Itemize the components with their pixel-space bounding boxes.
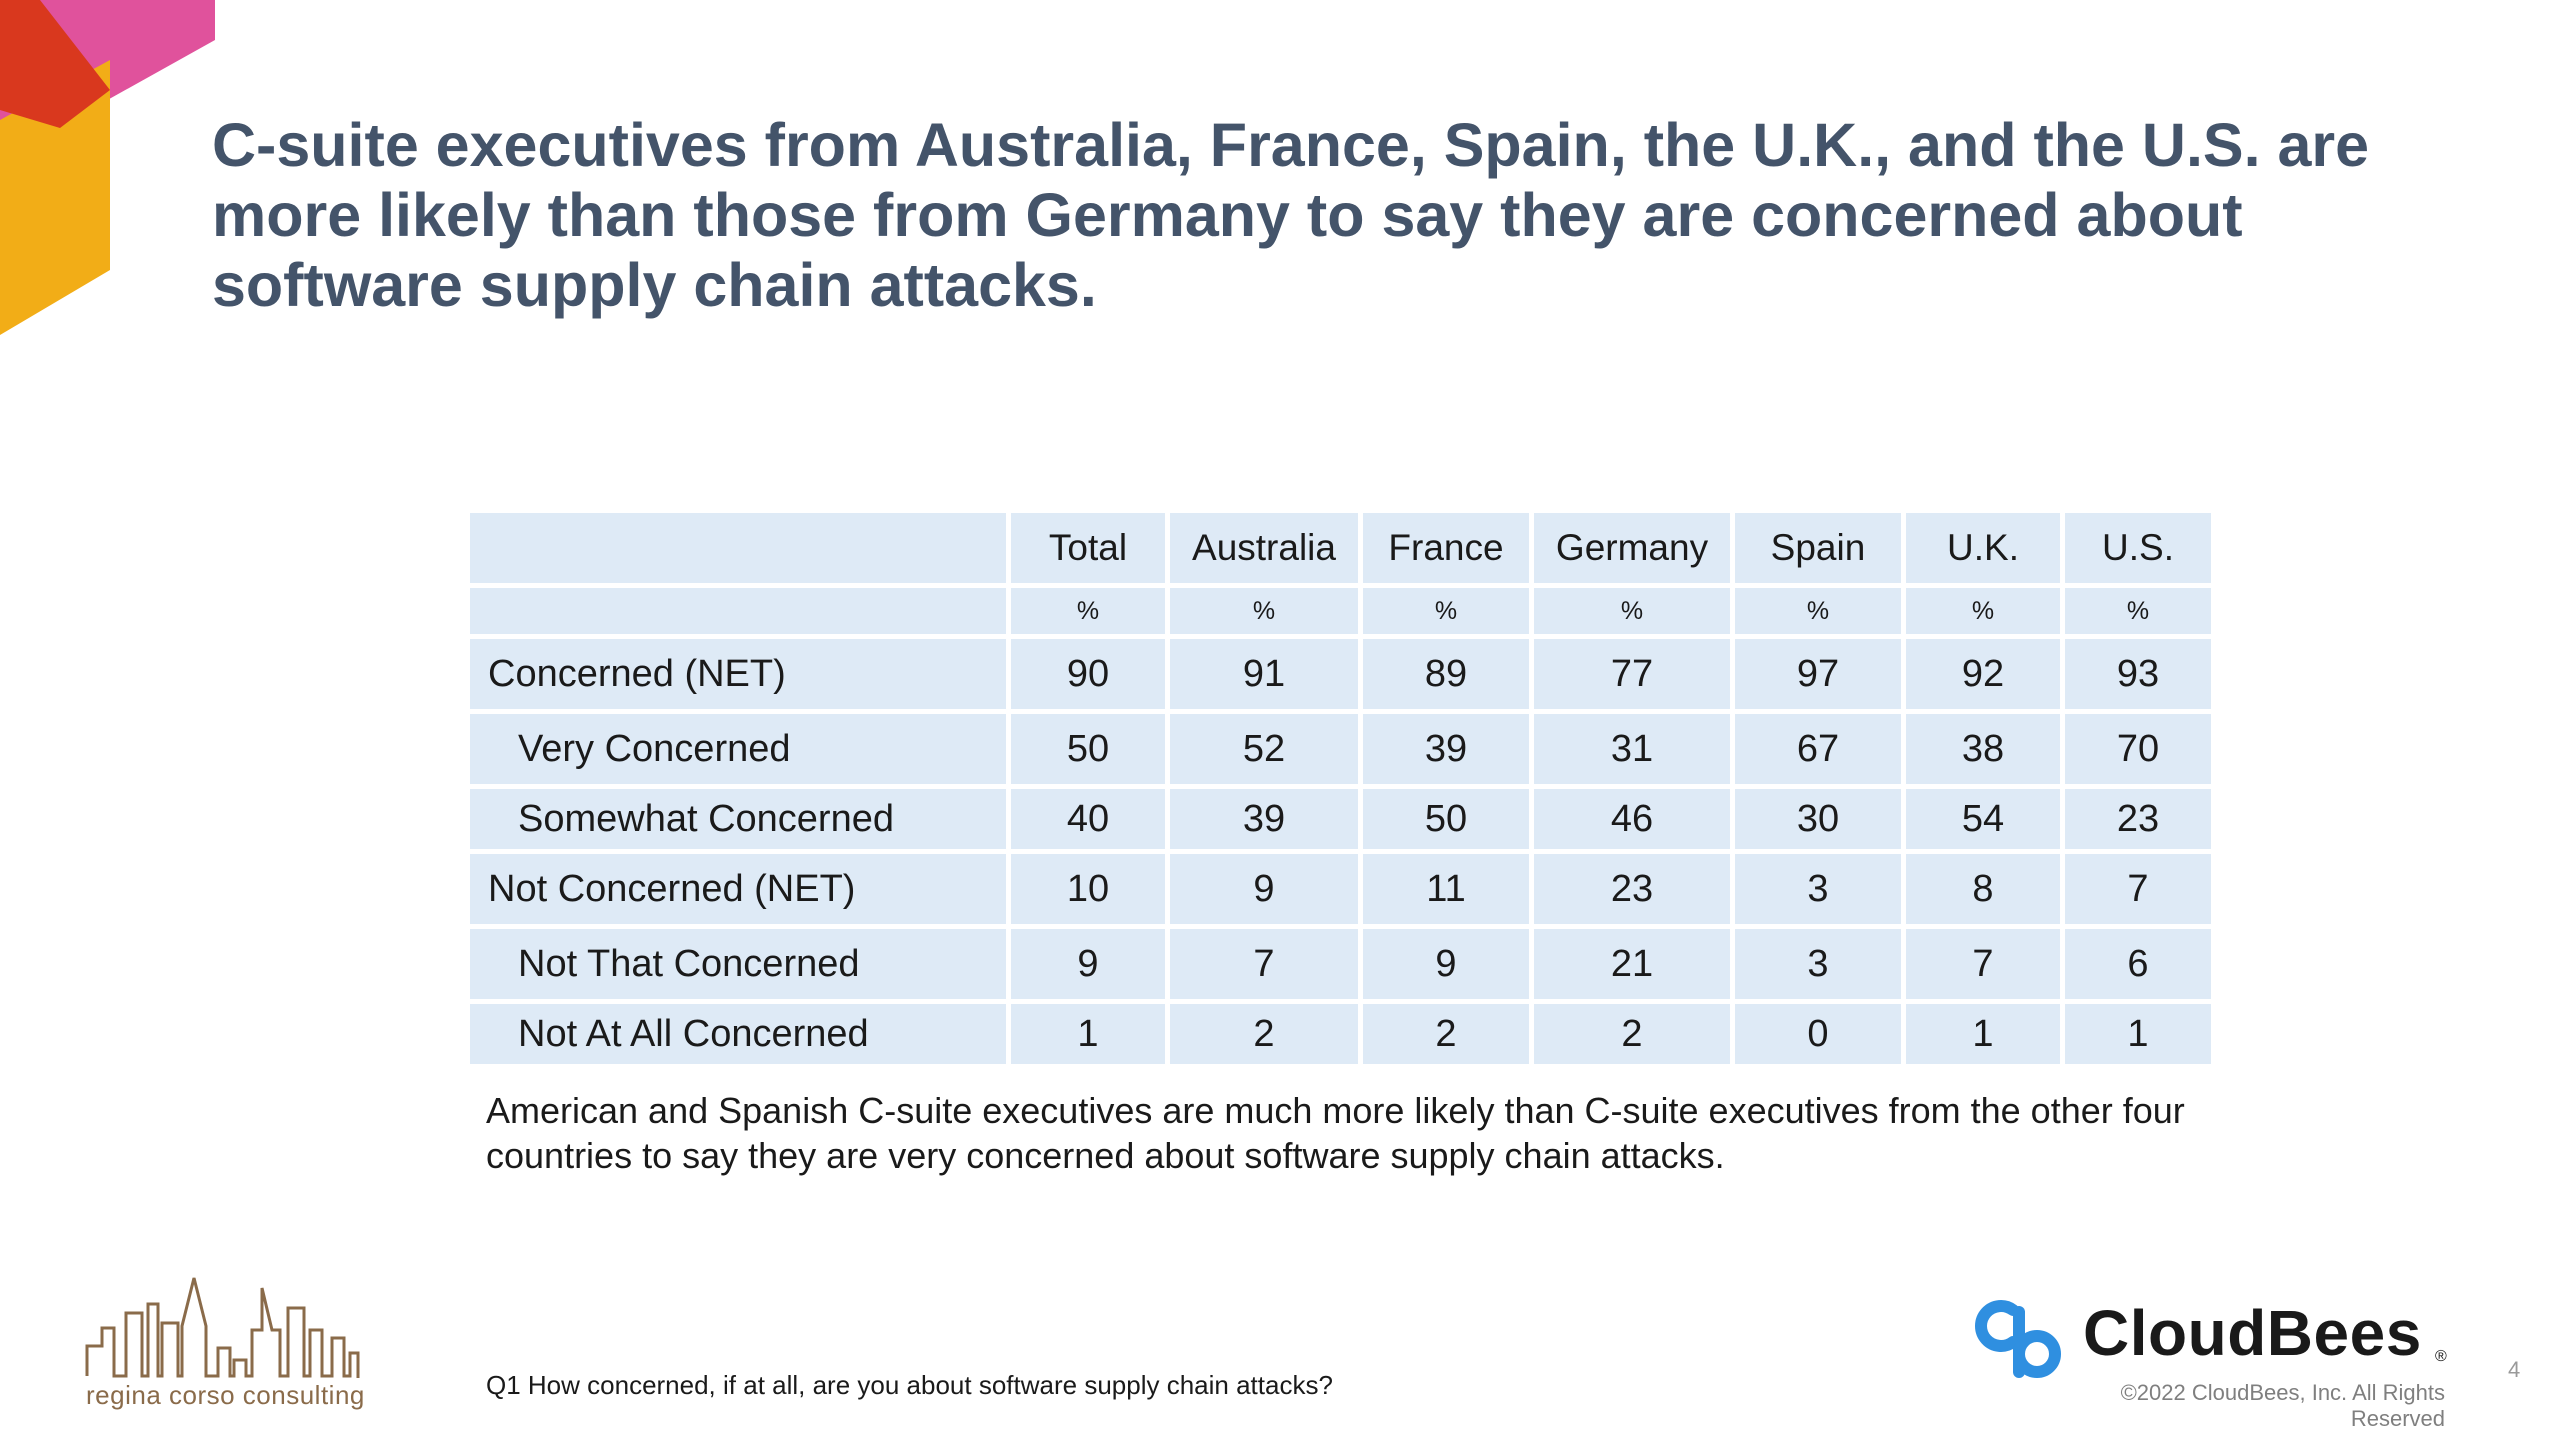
- column-header: Australia: [1170, 513, 1358, 583]
- regina-corso-brand-text: regina corso consulting: [86, 1380, 365, 1410]
- registered-mark: ®: [2435, 1348, 2447, 1365]
- value-cell: 1: [1906, 1004, 2060, 1064]
- value-cell: 31: [1534, 714, 1730, 784]
- table-header-row: Total Australia France Germany Spain U.K…: [470, 513, 2211, 583]
- table-row: Not That Concerned 9 7 9 21 3 7 6: [470, 929, 2211, 999]
- table-row: Somewhat Concerned 40 39 50 46 30 54 23: [470, 789, 2211, 849]
- unit-cell: %: [1735, 588, 1901, 634]
- cloudbees-wordmark: CloudBees: [2083, 1297, 2422, 1369]
- value-cell: 39: [1170, 789, 1358, 849]
- cloudbees-logo-icon: [1975, 1300, 2061, 1378]
- value-cell: 92: [1906, 639, 2060, 709]
- row-label: Not That Concerned: [470, 929, 1006, 999]
- table-row: Not Concerned (NET) 10 9 11 23 3 8 7: [470, 854, 2211, 924]
- corner-decoration: [0, 0, 215, 335]
- value-cell: 9: [1170, 854, 1358, 924]
- unit-cell: %: [1906, 588, 2060, 634]
- column-header: U.K.: [1906, 513, 2060, 583]
- value-cell: 91: [1170, 639, 1358, 709]
- value-cell: 1: [2065, 1004, 2211, 1064]
- skyline-logo-icon: [85, 1277, 360, 1378]
- value-cell: 40: [1011, 789, 1165, 849]
- value-cell: 54: [1906, 789, 2060, 849]
- value-cell: 52: [1170, 714, 1358, 784]
- value-cell: 7: [1906, 929, 2060, 999]
- slide-title: C-suite executives from Australia, Franc…: [212, 111, 2370, 319]
- column-header: France: [1363, 513, 1529, 583]
- value-cell: 89: [1363, 639, 1529, 709]
- value-cell: 21: [1534, 929, 1730, 999]
- page-number: 4: [2508, 1357, 2521, 1382]
- row-label: Not At All Concerned: [470, 1004, 1006, 1064]
- value-cell: 50: [1363, 789, 1529, 849]
- value-cell: 70: [2065, 714, 2211, 784]
- value-cell: 2: [1534, 1004, 1730, 1064]
- column-header: Total: [1011, 513, 1165, 583]
- value-cell: 6: [2065, 929, 2211, 999]
- value-cell: 97: [1735, 639, 1901, 709]
- value-cell: 50: [1011, 714, 1165, 784]
- value-cell: 8: [1906, 854, 2060, 924]
- value-cell: 1: [1011, 1004, 1165, 1064]
- row-label: Somewhat Concerned: [470, 789, 1006, 849]
- unit-cell: %: [2065, 588, 2211, 634]
- value-cell: 23: [2065, 789, 2211, 849]
- value-cell: 7: [2065, 854, 2211, 924]
- value-cell: 30: [1735, 789, 1901, 849]
- question-footnote: Q1 How concerned, if at all, are you abo…: [486, 1370, 1333, 1400]
- value-cell: 0: [1735, 1004, 1901, 1064]
- summary-text: American and Spanish C-suite executives …: [486, 1090, 2185, 1176]
- value-cell: 77: [1534, 639, 1730, 709]
- value-cell: 7: [1170, 929, 1358, 999]
- value-cell: 93: [2065, 639, 2211, 709]
- unit-row: % % % % % % %: [470, 588, 2211, 634]
- value-cell: 38: [1906, 714, 2060, 784]
- table-row: Very Concerned 50 52 39 31 67 38 70: [470, 714, 2211, 784]
- column-header: Spain: [1735, 513, 1901, 583]
- unit-cell: %: [1170, 588, 1358, 634]
- unit-cell: %: [1363, 588, 1529, 634]
- results-table: Total Australia France Germany Spain U.K…: [465, 508, 2216, 1069]
- column-header: Germany: [1534, 513, 1730, 583]
- value-cell: 9: [1011, 929, 1165, 999]
- header-empty-cell: [470, 513, 1006, 583]
- value-cell: 3: [1735, 854, 1901, 924]
- row-label: Not Concerned (NET): [470, 854, 1006, 924]
- value-cell: 39: [1363, 714, 1529, 784]
- unit-cell: %: [1534, 588, 1730, 634]
- value-cell: 2: [1363, 1004, 1529, 1064]
- row-label: Concerned (NET): [470, 639, 1006, 709]
- value-cell: 10: [1011, 854, 1165, 924]
- value-cell: 2: [1170, 1004, 1358, 1064]
- column-header: U.S.: [2065, 513, 2211, 583]
- value-cell: 3: [1735, 929, 1901, 999]
- value-cell: 23: [1534, 854, 1730, 924]
- unit-cell: %: [1011, 588, 1165, 634]
- row-label: Very Concerned: [470, 714, 1006, 784]
- unit-empty-cell: [470, 588, 1006, 634]
- table-row: Concerned (NET) 90 91 89 77 97 92 93: [470, 639, 2211, 709]
- value-cell: 90: [1011, 639, 1165, 709]
- value-cell: 46: [1534, 789, 1730, 849]
- copyright-text: ©2022 CloudBees, Inc. All Rights Reserve…: [2120, 1380, 2445, 1431]
- value-cell: 9: [1363, 929, 1529, 999]
- value-cell: 67: [1735, 714, 1901, 784]
- value-cell: 11: [1363, 854, 1529, 924]
- table-row: Not At All Concerned 1 2 2 2 0 1 1: [470, 1004, 2211, 1064]
